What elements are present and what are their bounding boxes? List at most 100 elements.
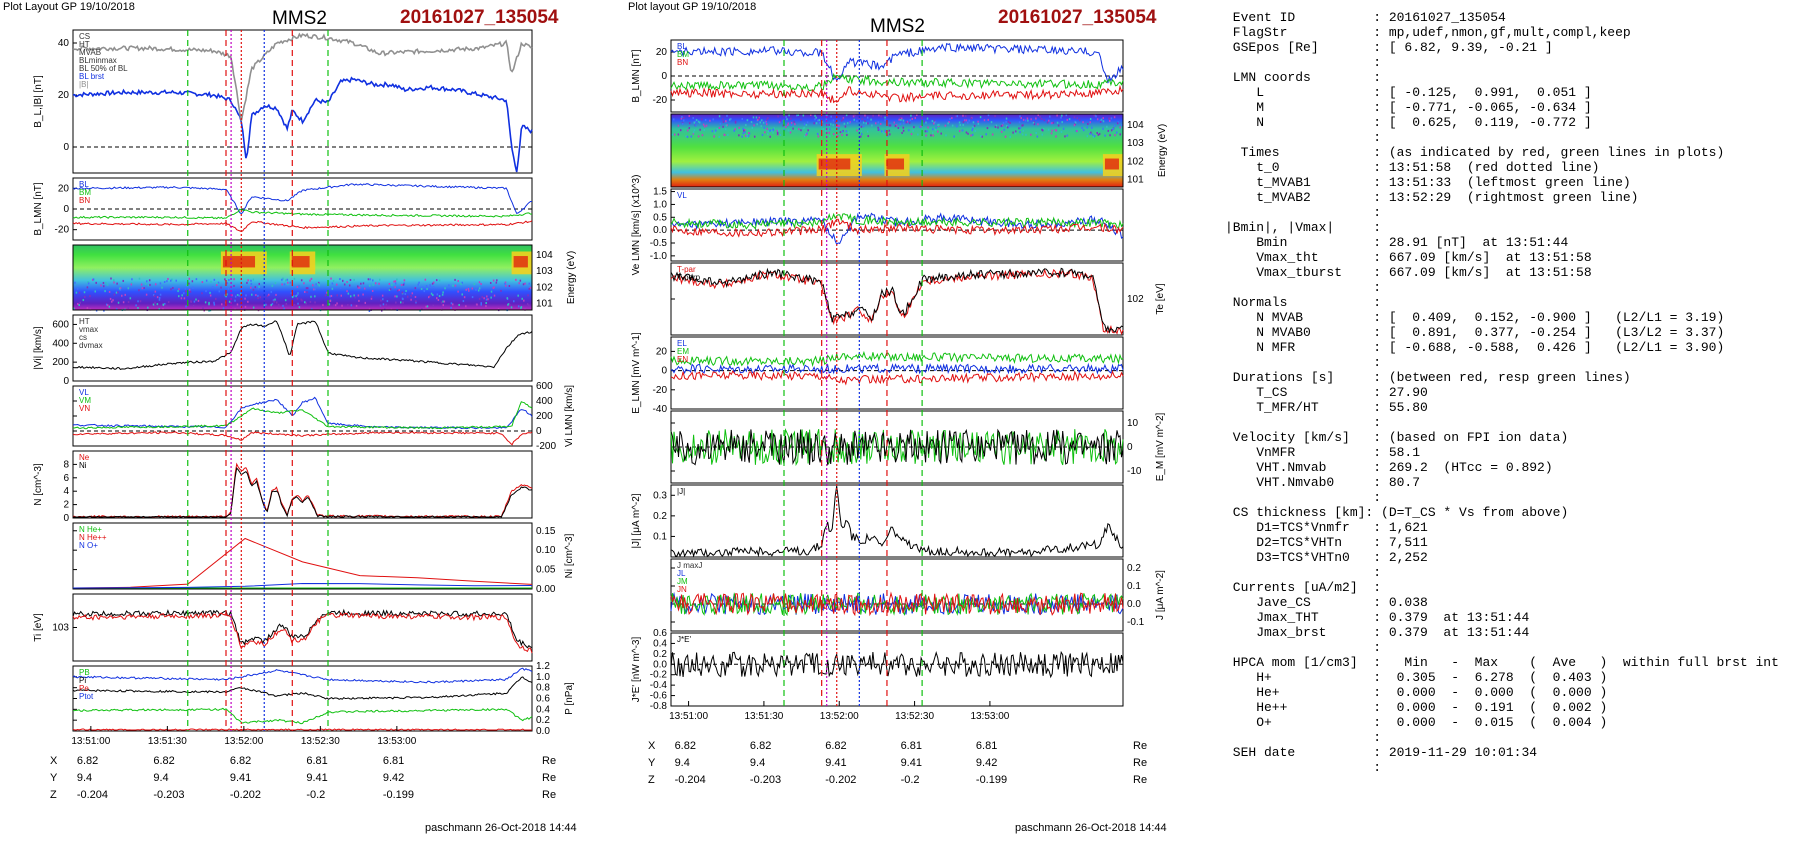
series-line-el	[670, 362, 1124, 375]
spectrogram-pixel	[213, 278, 216, 281]
spectrogram-pixel	[1054, 129, 1057, 132]
spectrogram-pixel	[404, 293, 407, 296]
spectrogram-pixel	[925, 121, 927, 124]
spectrogram-pixel	[79, 301, 81, 304]
spectrogram-pixel	[394, 286, 396, 289]
series-line-ti-perp	[72, 611, 533, 654]
spectrogram-pixel	[245, 294, 247, 297]
panel-frame	[670, 188, 1124, 262]
summary-line: M : [ -0.771, -0.065, -0.634 ]	[1225, 100, 1592, 115]
spectrogram-pixel	[380, 309, 383, 312]
spectrogram-pixel	[867, 135, 870, 138]
spectrogram-pixel	[443, 300, 446, 303]
spectrogram-pixel	[298, 284, 300, 287]
series-line-ti-par	[72, 608, 533, 649]
spectrogram-pixel	[692, 132, 695, 135]
panel-frame	[72, 244, 533, 311]
spectrogram-pixel	[824, 129, 827, 132]
spectrogram-pixel	[295, 295, 297, 298]
summary-line: HPCA mom [1/cm3] : Min - Max ( Ave ) wit…	[1225, 655, 1779, 670]
mid-plot-label: Plot layout GP 19/10/2018	[628, 1, 757, 13]
legend-entry: |B|	[79, 80, 89, 89]
spectrogram-pixel	[1082, 121, 1084, 124]
spectrogram-pixel	[440, 301, 443, 304]
spectrogram-pixel	[681, 116, 683, 119]
spectrogram-pixel	[527, 294, 529, 297]
spectrogram-pixel	[139, 300, 142, 303]
spectrogram-pixel	[204, 301, 207, 304]
spectrogram-pixel	[985, 133, 987, 136]
spectrogram-pixel	[741, 118, 743, 121]
spectrogram-pixel	[402, 301, 404, 304]
spectrogram-pixel	[372, 283, 374, 286]
spectrogram-pixel	[358, 286, 361, 289]
spectrogram-pixel	[324, 294, 327, 297]
spectrogram-pixel	[803, 126, 806, 129]
spectrogram-pixel	[426, 305, 429, 308]
spectrogram-pixel	[477, 289, 480, 292]
spectrogram-pixel	[810, 114, 812, 117]
spectrogram-pixel	[296, 285, 299, 288]
spectrogram-pixel	[495, 281, 498, 284]
panel-frame	[72, 450, 533, 519]
spectrogram-pixel	[454, 284, 457, 287]
spectrogram-pixel	[947, 122, 949, 125]
spectrogram-pixel	[145, 293, 148, 296]
spectrogram-pixel	[508, 284, 511, 287]
spectrogram-pixel	[197, 299, 200, 302]
spectrogram-pixel	[285, 279, 287, 282]
spectrogram-pixel	[388, 282, 391, 285]
spectrogram-pixel	[239, 292, 242, 295]
spectrogram-pixel	[1002, 122, 1005, 125]
spectrogram-pixel	[76, 287, 79, 290]
spectrogram-pixel	[265, 303, 267, 306]
series-line-bl-brst	[72, 76, 533, 173]
spectrogram-pixel	[902, 119, 905, 122]
spectrogram-pixel	[110, 277, 112, 280]
spectrogram-pixel	[255, 294, 257, 297]
spectrogram-pixel	[163, 304, 166, 307]
y-tick-label: 102	[1127, 294, 1144, 305]
summary-line: He++ : 0.000 - 0.191 ( 0.002 )	[1225, 700, 1608, 715]
spectrogram-pixel	[346, 282, 348, 285]
spectrogram-pixel	[105, 281, 107, 284]
spectrogram-pixel	[1041, 133, 1044, 136]
y-axis-label: |J| [μA m^-2]	[631, 493, 642, 548]
spectrogram-pixel	[673, 133, 676, 136]
spectrogram-pixel	[1096, 132, 1098, 135]
x-tick-label: 13:53:00	[377, 736, 416, 747]
spectrogram-pixel	[202, 307, 204, 310]
spectrogram-pixel	[977, 120, 979, 123]
spectrogram-pixel	[1112, 127, 1114, 130]
spectrogram-pixel	[405, 290, 407, 293]
y-tick-label: 200	[52, 357, 69, 368]
spectrogram-pixel	[122, 301, 125, 304]
spectrogram-pixel	[927, 126, 929, 129]
spectrogram-pixel	[845, 130, 848, 133]
spectrogram-pixel	[870, 118, 872, 121]
panel-frame	[72, 314, 533, 382]
spectrogram-pixel	[161, 286, 163, 289]
spectrogram-pixel	[759, 121, 762, 124]
spectrogram-pixel	[274, 282, 277, 285]
spectrogram-pixel	[935, 126, 937, 129]
y-tick-label: 0.0	[1127, 599, 1141, 610]
spectrogram-pixel	[1115, 131, 1118, 134]
spectrogram-pixel	[1066, 118, 1069, 121]
spectrogram-pixel	[1051, 122, 1053, 125]
summary-line: O+ : 0.000 - 0.015 ( 0.004 )	[1225, 715, 1608, 730]
spectrogram-pixel	[513, 300, 515, 303]
spectrogram-pixel	[117, 301, 120, 304]
spectrogram-pixel	[856, 120, 858, 123]
spectrogram-pixel	[1076, 117, 1079, 120]
spectrogram-pixel	[216, 284, 218, 287]
spectrogram-pixel	[767, 117, 769, 120]
spectrogram-pixel	[814, 118, 816, 121]
spectrogram-pixel	[923, 120, 926, 123]
spectrogram-pixel	[510, 306, 513, 309]
spectrogram-pixel	[167, 301, 170, 304]
spectrogram-pixel	[457, 280, 459, 283]
spectrogram-pixel	[301, 299, 303, 302]
spectrogram-pixel	[154, 283, 157, 286]
spectrogram-pixel	[402, 283, 405, 286]
